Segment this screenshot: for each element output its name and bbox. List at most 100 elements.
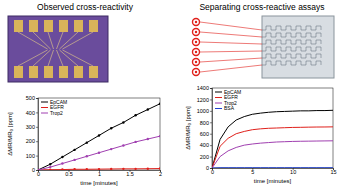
tick: 1.5 (126, 170, 134, 177)
chip-pad (74, 66, 83, 78)
tick-mark (210, 134, 212, 135)
inlet-dot (195, 61, 197, 63)
chip-trace (18, 32, 48, 49)
series-line (38, 169, 160, 170)
inlet-dot (195, 21, 197, 23)
tick: 500 (26, 95, 38, 101)
data-point (73, 159, 75, 161)
series-line (38, 104, 160, 170)
serpentine (262, 54, 321, 58)
series-line (212, 127, 333, 168)
data-point (147, 168, 149, 170)
legend-label: Trop2 (50, 110, 63, 116)
tick-mark (36, 98, 38, 99)
chip-pad (89, 20, 98, 32)
data-point (73, 168, 75, 170)
chip-trace (48, 50, 54, 66)
tick-label: 0 (37, 171, 40, 177)
legend-swatch (41, 113, 48, 114)
tick: 200 (26, 138, 38, 144)
inlet (193, 59, 200, 66)
chip-pad (14, 20, 23, 32)
chip-pad (59, 66, 68, 78)
chip-trace (60, 32, 79, 49)
tick-mark (210, 99, 212, 100)
figure: Observed cross-reactivity00.511.52010020… (0, 0, 339, 189)
data-point (61, 162, 63, 164)
legend: EpCAMEGFRTrop2BSA (215, 89, 241, 112)
chip-trace (48, 32, 54, 49)
tick-mark (36, 127, 38, 128)
chip-pad (44, 66, 53, 78)
tick: 400 (200, 142, 212, 148)
data-point (38, 169, 39, 170)
tick-label: 0 (32, 167, 35, 173)
tick: 300 (26, 124, 38, 130)
data-point (122, 144, 124, 146)
series-line (212, 110, 333, 168)
tick-label: 300 (26, 124, 35, 130)
tick: 400 (26, 110, 38, 116)
tick-label: 0 (211, 169, 214, 175)
chip-pad (59, 20, 68, 32)
tick-mark (36, 156, 38, 157)
data-point (49, 166, 51, 168)
tick-mark (36, 141, 38, 142)
data-point (86, 141, 88, 143)
tick-mark (210, 111, 212, 112)
tick: 100 (26, 153, 38, 159)
tick-label: 1400 (197, 85, 209, 91)
tick-label: 2 (159, 171, 162, 177)
inlet (193, 69, 200, 76)
data-point (122, 168, 124, 170)
tick-mark (210, 122, 212, 123)
data-point (73, 149, 75, 151)
chip-pad (14, 66, 23, 78)
device-image (193, 16, 335, 78)
tick-label: 0 (206, 165, 209, 171)
inlet-dot (195, 41, 197, 43)
data-point (98, 168, 100, 170)
tick-mark (210, 168, 212, 169)
chart: Separating cross-reactive assays05101502… (185, 2, 337, 184)
data-point (147, 108, 149, 110)
tick-mark (210, 157, 212, 158)
legend-label: BSA (224, 105, 235, 111)
tick: 600 (200, 131, 212, 137)
channel (200, 22, 262, 30)
plot-frame (212, 88, 333, 168)
legend-swatch (41, 102, 48, 103)
tick-label: 1.5 (126, 171, 134, 177)
tick-label: 10 (290, 169, 296, 175)
tick-mark (210, 145, 212, 146)
tick: 800 (200, 120, 212, 126)
tick-label: 5 (251, 169, 254, 175)
data-point (61, 168, 63, 170)
data-point (38, 169, 39, 170)
data-point (86, 155, 88, 157)
legend: EpCAMEGFRTrop2 (41, 99, 67, 116)
device-body (262, 16, 334, 78)
data-point (159, 103, 160, 105)
data-point (159, 167, 160, 169)
data-point (110, 168, 112, 170)
data-point (134, 168, 136, 170)
tick-mark (36, 170, 38, 171)
data-point (110, 127, 112, 129)
y-axis: 0200400600800100012001400 (197, 85, 213, 171)
x-axis-title: time [minutes] (254, 178, 292, 184)
channel (200, 65, 262, 72)
tick-mark (210, 88, 212, 89)
data-point (110, 148, 112, 150)
legend-swatch (215, 108, 222, 109)
inlet (193, 29, 200, 36)
chip-pad (29, 66, 38, 78)
tick-label: 0.5 (65, 171, 73, 177)
data-point (38, 169, 39, 170)
chip-trace (63, 50, 94, 66)
series-line (212, 167, 333, 168)
chart-title: Observed cross-reactivity (37, 2, 134, 12)
inlet-dot (195, 71, 197, 73)
tick-label: 200 (200, 154, 209, 160)
data-point (49, 169, 51, 170)
